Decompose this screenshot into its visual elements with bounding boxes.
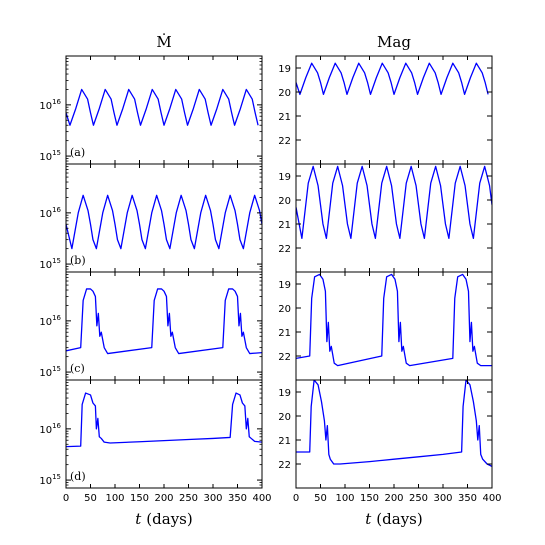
x-axis-label-left-var: t bbox=[135, 510, 142, 528]
y-tick-label: 1015 bbox=[39, 257, 61, 271]
y-tick-label: 22 bbox=[278, 460, 291, 471]
panel-3-mdot: 0 50 100 150 200 250 300 350 400 1015 1016 (d) bbox=[39, 379, 272, 504]
panel-1-mag: 19 20 21 22 bbox=[278, 163, 493, 273]
x-tick-label: 0 bbox=[63, 493, 69, 504]
y-tick-label: 20 bbox=[278, 412, 291, 423]
panel-frame bbox=[65, 55, 263, 165]
y-tick-label: 22 bbox=[278, 352, 291, 363]
y-tick-label: 19 bbox=[278, 388, 291, 399]
y-tick-label: 20 bbox=[278, 88, 291, 99]
panel-2-mag: 19 20 21 22 bbox=[278, 271, 493, 381]
panel-1-mdot: 1015 1016 (b) bbox=[39, 163, 263, 273]
panel-2-mdot: 1015 1016 (c) bbox=[39, 271, 263, 381]
x-tick-label: 150 bbox=[130, 493, 149, 504]
y-tick-label: 20 bbox=[278, 196, 291, 207]
panels: 1015 1016 (a) 19 20 21 22 1015 1016 (b) 19 20 21 22 10… bbox=[39, 55, 502, 504]
series-line bbox=[296, 273, 492, 367]
panel-frame bbox=[65, 271, 263, 381]
column-title-mag: Mag bbox=[377, 33, 411, 51]
panel-frame bbox=[65, 163, 263, 273]
y-tick-label: 19 bbox=[278, 280, 291, 291]
x-axis-label-right-var: t bbox=[365, 510, 372, 528]
column-title-mdot-text: Ṁ bbox=[156, 33, 171, 51]
x-axis-label-left-unit: (days) bbox=[146, 510, 192, 528]
x-tick-label: 350 bbox=[458, 493, 477, 504]
y-tick-label: 1016 bbox=[39, 314, 61, 328]
x-tick-label: 50 bbox=[84, 493, 97, 504]
y-tick-label: 21 bbox=[278, 220, 291, 231]
y-tick-label: 21 bbox=[278, 112, 291, 123]
column-title-mdot: Ṁ bbox=[156, 33, 171, 51]
series-line bbox=[296, 62, 489, 96]
y-tick-label: 1016 bbox=[39, 98, 61, 112]
y-tick-label: 19 bbox=[278, 64, 291, 75]
x-tick-label: 150 bbox=[360, 493, 379, 504]
y-tick-label: 21 bbox=[278, 436, 291, 447]
y-tick-label: 22 bbox=[278, 136, 291, 147]
y-tick-label: 19 bbox=[278, 172, 291, 183]
panel-frame bbox=[295, 55, 493, 165]
x-tick-label: 300 bbox=[203, 493, 222, 504]
x-tick-label: 400 bbox=[482, 493, 501, 504]
x-axis-label-right-unit: (days) bbox=[376, 510, 422, 528]
series-line bbox=[296, 380, 492, 467]
x-axis-label-left: t (days) bbox=[135, 510, 192, 528]
x-tick-label: 250 bbox=[179, 493, 198, 504]
y-tick-label: 1016 bbox=[39, 206, 61, 220]
x-tick-label: 350 bbox=[228, 493, 247, 504]
panel-0-mag: 19 20 21 22 bbox=[278, 55, 493, 165]
x-tick-label: 200 bbox=[384, 493, 403, 504]
x-tick-label: 400 bbox=[252, 493, 271, 504]
panel-frame bbox=[295, 163, 493, 273]
panel-0-mdot: 1015 1016 (a) bbox=[39, 55, 263, 165]
x-tick-label: 100 bbox=[335, 493, 354, 504]
series-line bbox=[66, 194, 262, 250]
y-tick-label: 1015 bbox=[39, 365, 61, 379]
y-tick-label: 21 bbox=[278, 328, 291, 339]
series-line bbox=[66, 392, 262, 448]
x-axis-label-right: t (days) bbox=[365, 510, 422, 528]
x-tick-label: 50 bbox=[314, 493, 327, 504]
y-tick-label: 20 bbox=[278, 304, 291, 315]
series-line bbox=[296, 165, 492, 240]
panel-label: (c) bbox=[70, 362, 85, 375]
y-tick-label: 1015 bbox=[39, 149, 61, 163]
panel-label: (b) bbox=[70, 254, 86, 267]
y-tick-label: 1015 bbox=[39, 473, 61, 487]
x-tick-label: 100 bbox=[105, 493, 124, 504]
panel-3-mag: 0 50 100 150 200 250 300 350 400 19 20 21 22 bbox=[278, 379, 502, 504]
x-tick-label: 0 bbox=[293, 493, 299, 504]
x-tick-label: 300 bbox=[433, 493, 452, 504]
panel-label: (a) bbox=[70, 146, 85, 159]
series-line bbox=[66, 88, 259, 126]
y-tick-label: 22 bbox=[278, 244, 291, 255]
panel-label: (d) bbox=[70, 470, 86, 483]
panel-frame bbox=[65, 379, 263, 489]
series-line bbox=[66, 288, 262, 355]
y-tick-label: 1016 bbox=[39, 422, 61, 436]
x-tick-label: 200 bbox=[154, 493, 173, 504]
x-tick-label: 250 bbox=[409, 493, 428, 504]
